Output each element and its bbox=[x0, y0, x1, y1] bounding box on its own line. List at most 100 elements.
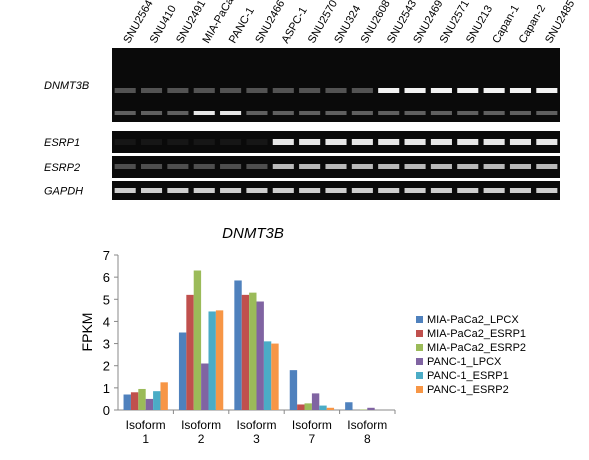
band bbox=[457, 188, 479, 193]
band bbox=[167, 88, 189, 93]
band bbox=[509, 164, 532, 169]
band bbox=[220, 88, 242, 93]
band bbox=[193, 111, 215, 115]
band bbox=[325, 188, 347, 193]
band bbox=[299, 139, 321, 145]
legend-swatch bbox=[416, 330, 423, 337]
band bbox=[246, 88, 268, 93]
x-tick-label: Isoform 8 bbox=[347, 418, 388, 446]
band bbox=[378, 88, 400, 93]
legend-swatch bbox=[416, 358, 423, 365]
bar bbox=[367, 407, 375, 410]
band bbox=[483, 139, 505, 145]
bar bbox=[215, 310, 224, 410]
bar bbox=[186, 294, 194, 410]
band bbox=[483, 88, 505, 93]
legend-swatch bbox=[416, 344, 423, 351]
band bbox=[404, 188, 426, 193]
band bbox=[140, 139, 163, 145]
band bbox=[378, 111, 400, 115]
band bbox=[272, 139, 294, 145]
bar bbox=[289, 370, 298, 410]
bar bbox=[263, 341, 272, 410]
bar bbox=[208, 311, 216, 410]
band bbox=[457, 111, 479, 115]
y-tick-label: 5 bbox=[103, 292, 110, 307]
legend-label: PANC-1_ESRP2 bbox=[427, 384, 509, 396]
band bbox=[193, 139, 215, 145]
band bbox=[430, 139, 452, 145]
band bbox=[378, 164, 400, 169]
band bbox=[509, 139, 532, 145]
gene-label: DNMT3B bbox=[44, 80, 89, 92]
band bbox=[167, 111, 189, 115]
bar bbox=[160, 382, 168, 410]
band bbox=[536, 111, 558, 115]
band bbox=[325, 88, 347, 93]
band bbox=[140, 164, 163, 169]
x-tick-label: Isoform 3 bbox=[236, 418, 277, 446]
bar bbox=[153, 391, 161, 410]
bar bbox=[201, 363, 209, 410]
band bbox=[457, 88, 479, 93]
band bbox=[299, 88, 321, 93]
y-tick-label: 0 bbox=[103, 403, 110, 418]
band bbox=[114, 188, 136, 193]
bar bbox=[145, 398, 154, 410]
band bbox=[272, 164, 294, 169]
band bbox=[378, 139, 400, 145]
band bbox=[509, 111, 532, 115]
y-tick-label: 7 bbox=[103, 248, 110, 263]
legend-label: MIA-PaCa2_LPCX bbox=[427, 314, 519, 326]
band bbox=[246, 164, 268, 169]
band bbox=[483, 188, 505, 193]
gene-label: GAPDH bbox=[44, 186, 83, 198]
y-tick-label: 2 bbox=[103, 359, 110, 374]
band bbox=[220, 139, 242, 145]
band bbox=[220, 188, 242, 193]
band bbox=[246, 111, 268, 115]
chart-title: DNMT3B bbox=[222, 225, 284, 242]
bar bbox=[178, 332, 187, 410]
band bbox=[404, 88, 426, 93]
bar bbox=[297, 404, 305, 410]
y-tick-label: 1 bbox=[103, 381, 110, 396]
band bbox=[193, 88, 215, 93]
bar bbox=[326, 407, 335, 410]
legend-swatch bbox=[416, 316, 423, 323]
bar bbox=[241, 294, 250, 410]
x-tick-label: Isoform 7 bbox=[291, 418, 332, 446]
band bbox=[457, 139, 479, 145]
band bbox=[430, 188, 452, 193]
gene-label: ESRP1 bbox=[44, 137, 80, 149]
bar bbox=[271, 343, 279, 410]
band bbox=[536, 164, 558, 169]
band bbox=[167, 188, 189, 193]
band bbox=[351, 164, 373, 169]
bar bbox=[138, 388, 146, 410]
band bbox=[272, 88, 294, 93]
band bbox=[509, 88, 532, 93]
y-tick-label: 6 bbox=[103, 270, 110, 285]
y-tick-label: 3 bbox=[103, 337, 110, 352]
lane-label: SNU2485 bbox=[543, 0, 577, 46]
band bbox=[114, 111, 136, 115]
band bbox=[536, 188, 558, 193]
band bbox=[404, 164, 426, 169]
band bbox=[114, 139, 136, 145]
band bbox=[167, 139, 189, 145]
legend-label: PANC-1_LPCX bbox=[427, 356, 502, 368]
band bbox=[536, 88, 558, 93]
x-tick-label: Isoform 1 bbox=[125, 418, 166, 446]
legend-label: PANC-1_ESRP1 bbox=[427, 370, 509, 382]
band bbox=[430, 88, 452, 93]
band bbox=[299, 188, 321, 193]
band bbox=[193, 164, 215, 169]
band bbox=[378, 188, 400, 193]
bar bbox=[304, 403, 312, 410]
band bbox=[351, 88, 373, 93]
band bbox=[220, 111, 242, 115]
band bbox=[351, 188, 373, 193]
